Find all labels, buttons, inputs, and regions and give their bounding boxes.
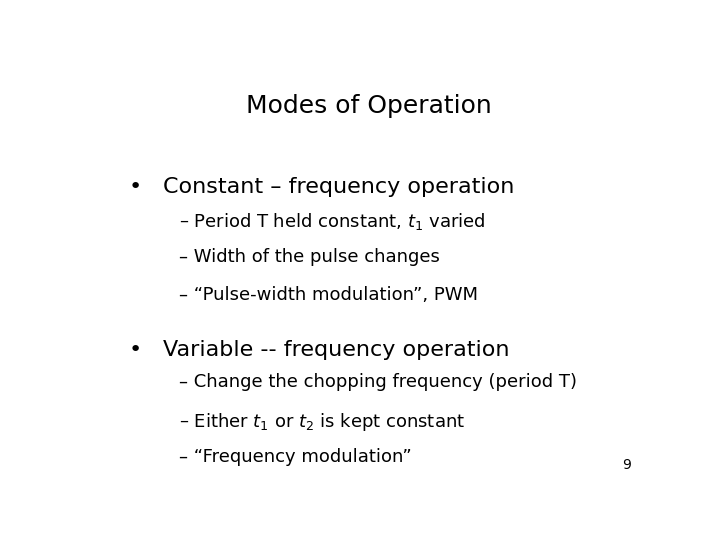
Text: – Change the chopping frequency (period T): – Change the chopping frequency (period … (179, 373, 577, 392)
Text: Variable -- frequency operation: Variable -- frequency operation (163, 340, 509, 360)
Text: •: • (129, 177, 143, 197)
Text: – Period T held constant, $t_1$ varied: – Period T held constant, $t_1$ varied (179, 211, 486, 232)
Text: •: • (129, 340, 143, 360)
Text: – Width of the pulse changes: – Width of the pulse changes (179, 248, 440, 266)
Text: – Either $t_1$ or $t_2$ is kept constant: – Either $t_1$ or $t_2$ is kept constant (179, 411, 465, 433)
Text: Constant – frequency operation: Constant – frequency operation (163, 177, 514, 197)
Text: – “Pulse-width modulation”, PWM: – “Pulse-width modulation”, PWM (179, 286, 478, 303)
Text: Modes of Operation: Modes of Operation (246, 94, 492, 118)
Text: – “Frequency modulation”: – “Frequency modulation” (179, 448, 412, 466)
Text: 9: 9 (622, 458, 631, 472)
